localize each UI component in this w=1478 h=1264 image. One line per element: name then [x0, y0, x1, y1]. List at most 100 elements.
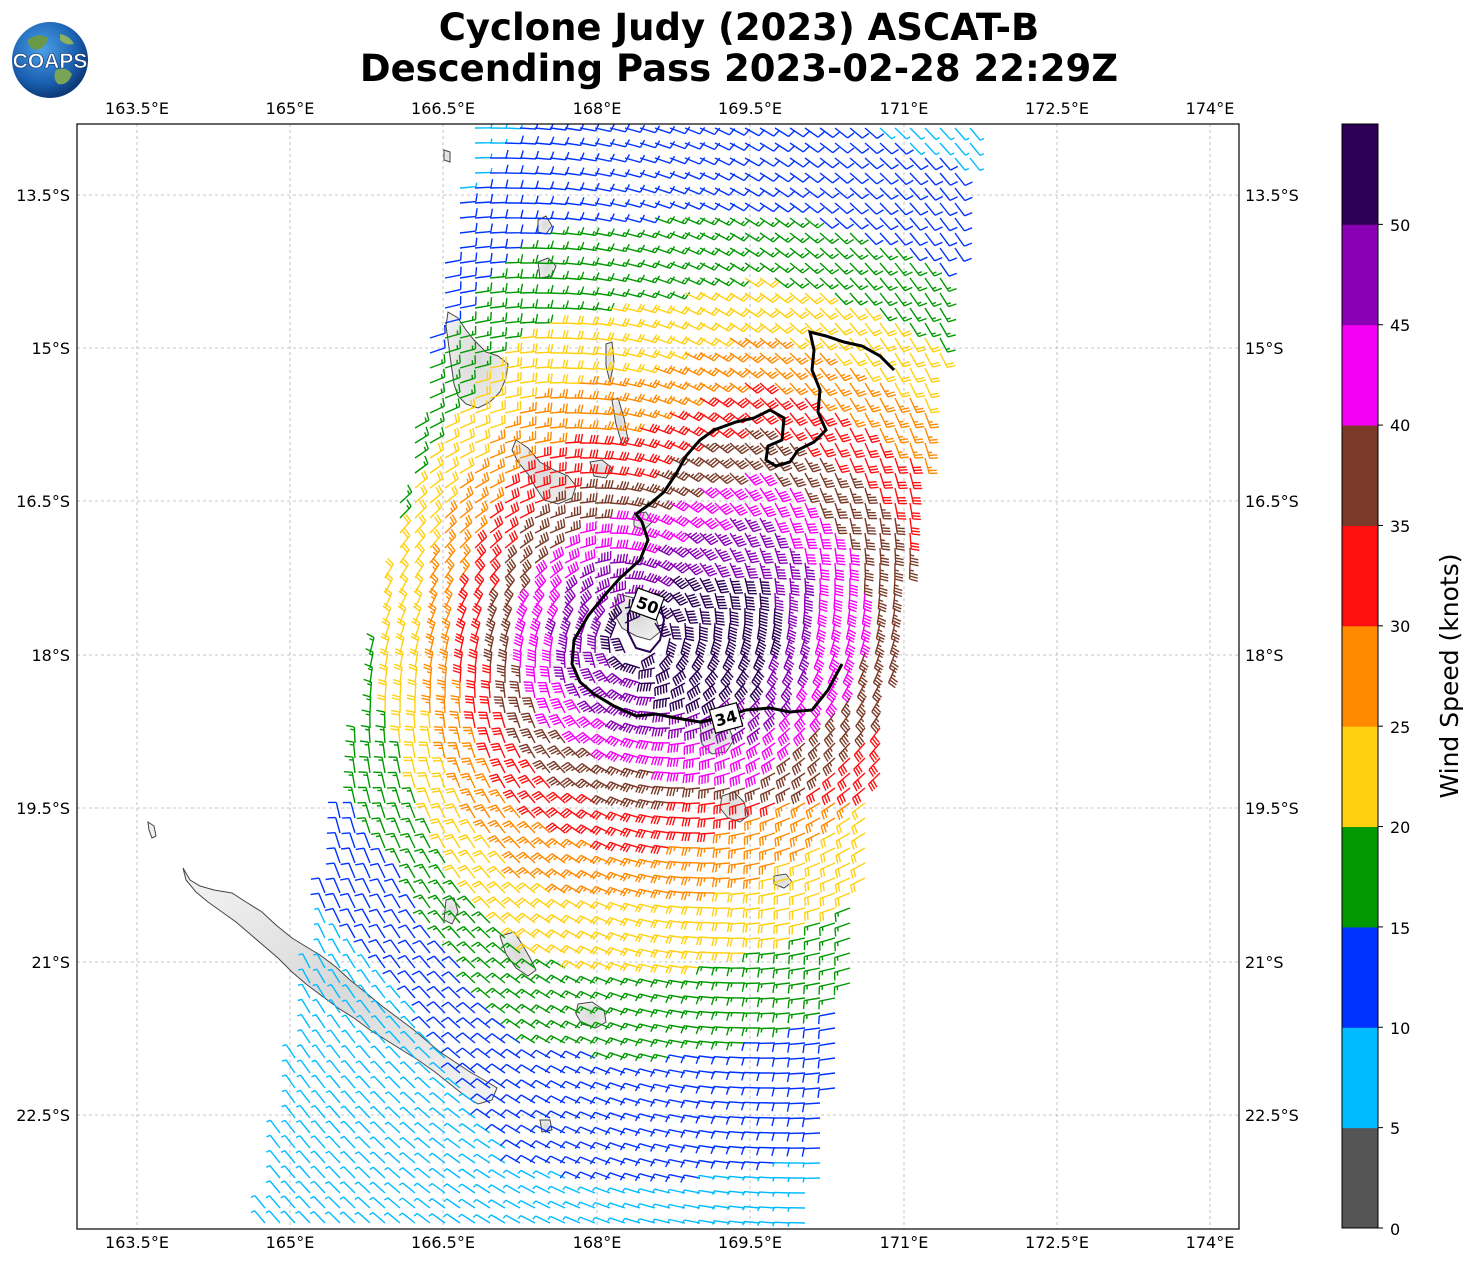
map-frame	[76, 123, 1240, 1230]
wind-barb	[500, 1003, 521, 1014]
wind-barb	[392, 678, 402, 699]
wind-barb	[459, 311, 477, 324]
wind-barb	[296, 1104, 311, 1119]
wind-barb	[759, 292, 780, 304]
wind-barb	[414, 513, 427, 534]
wind-barb	[635, 828, 656, 839]
wind-barb	[699, 352, 721, 362]
wind-barb	[428, 1137, 446, 1149]
wind-barb	[849, 307, 869, 321]
wind-barb	[801, 622, 812, 643]
wind-barb	[470, 617, 481, 639]
wind-barb	[924, 262, 943, 277]
wind-barb	[440, 1062, 461, 1074]
wind-barb	[428, 587, 438, 609]
wind-barb	[819, 892, 836, 907]
wind-barb	[756, 1072, 775, 1082]
wind-barb	[340, 1059, 356, 1074]
wind-barb	[756, 622, 768, 643]
wind-barb	[529, 1124, 551, 1134]
wind-barb	[530, 973, 551, 984]
wind-barb	[504, 473, 521, 489]
wind-barb	[514, 1079, 536, 1089]
wind-barb	[786, 1087, 806, 1098]
wind-barb	[398, 1167, 416, 1179]
wind-barb	[473, 788, 491, 804]
wind-barb	[517, 1184, 536, 1194]
wind-barb	[474, 573, 485, 594]
wind-barb	[313, 953, 326, 969]
wind-barb	[311, 1044, 326, 1059]
wind-barb	[804, 232, 825, 244]
wind-barb	[741, 1012, 761, 1022]
wind-barb	[385, 1045, 401, 1059]
wind-barb	[471, 880, 491, 894]
wind-barb	[564, 505, 582, 519]
wind-barb	[327, 953, 341, 969]
wind-barb	[371, 817, 386, 834]
wind-barb	[577, 1201, 596, 1209]
wind-barb	[894, 217, 914, 231]
wind-barb	[654, 246, 676, 254]
wind-barb	[505, 727, 521, 744]
wind-barb	[504, 209, 524, 219]
wind-barb	[834, 307, 854, 321]
wind-barb	[455, 1001, 476, 1014]
wind-barb	[695, 995, 716, 1005]
wind-barb	[489, 544, 502, 564]
wind-barb	[412, 924, 431, 939]
wind-barb	[743, 847, 761, 860]
wind-barb	[789, 232, 810, 244]
wind-barb	[909, 412, 925, 429]
wind-barb	[669, 607, 687, 623]
wind-barb	[459, 398, 476, 414]
wind-barb	[740, 1146, 761, 1156]
wind-barb	[834, 142, 855, 154]
wind-barb	[666, 801, 686, 811]
wind-barb	[462, 726, 476, 744]
wind-barb	[665, 1054, 686, 1063]
wind-barb	[654, 682, 671, 697]
wind-barb	[819, 232, 840, 245]
wind-barb	[427, 602, 437, 624]
wind-barb	[311, 1089, 326, 1104]
wind-barb	[516, 805, 536, 819]
wind-barb	[594, 391, 615, 401]
wind-barb	[619, 782, 641, 793]
wind-barb	[756, 982, 776, 993]
wind-barb	[489, 515, 504, 534]
wind-barb	[654, 350, 676, 360]
wind-barb	[787, 1057, 806, 1068]
wind-barb	[549, 574, 562, 594]
wind-barb	[577, 603, 590, 624]
wind-barb	[517, 1199, 536, 1209]
wind-barb	[714, 487, 734, 500]
wind-barb	[696, 877, 716, 887]
wind-barb	[805, 802, 821, 820]
wind-barb	[559, 1095, 581, 1104]
wind-barb	[474, 238, 493, 249]
wind-barb	[680, 935, 701, 945]
wind-barb	[619, 887, 641, 897]
wind-barb	[577, 1216, 596, 1224]
wind-barb	[742, 907, 761, 919]
wind-barb	[675, 652, 689, 673]
wind-barb	[356, 1014, 371, 1029]
wind-barb	[471, 895, 491, 909]
x-tick-top: 169.5°E	[718, 99, 782, 118]
wind-barb	[684, 157, 706, 165]
wind-barb	[819, 907, 836, 922]
wind-barb	[791, 772, 806, 790]
wind-barb	[559, 1140, 581, 1149]
wind-barb	[774, 292, 795, 304]
wind-barb	[474, 178, 494, 189]
wind-barb	[879, 142, 899, 155]
wind-barb	[746, 727, 761, 746]
wind-barb	[579, 668, 596, 684]
colorbar-segment	[1342, 124, 1378, 225]
wind-barb	[654, 395, 676, 405]
wind-barb	[414, 1076, 431, 1089]
wind-barb	[410, 632, 420, 654]
wind-barb	[560, 838, 581, 849]
wind-barb	[729, 487, 749, 501]
